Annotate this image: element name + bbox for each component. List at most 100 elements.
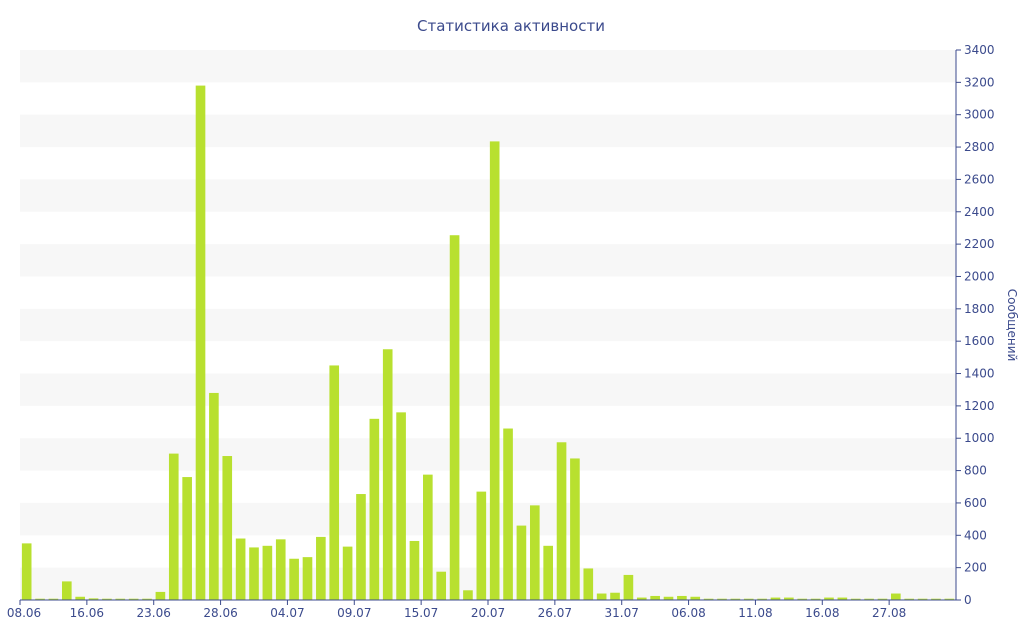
- bar: [690, 596, 701, 600]
- bar: [463, 590, 473, 600]
- y-tick-label: 1600: [964, 334, 995, 348]
- bar: [837, 597, 848, 600]
- y-tick-label: 2200: [964, 237, 995, 251]
- y-tick-label: 2800: [964, 140, 995, 154]
- bar: [262, 545, 273, 600]
- chart-title: Статистика активности: [417, 17, 605, 35]
- bar: [877, 598, 888, 600]
- x-tick-label: 31.07: [605, 606, 639, 620]
- bar: [249, 547, 259, 600]
- x-tick-label: 20.07: [471, 606, 505, 620]
- x-tick-label: 16.08: [805, 606, 839, 620]
- bar: [944, 598, 955, 600]
- y-tick-label: 3000: [964, 108, 995, 122]
- bar: [850, 598, 861, 600]
- bar: [663, 596, 674, 600]
- bar: [556, 442, 567, 600]
- bar: [195, 85, 206, 601]
- bar: [316, 536, 326, 600]
- bar: [583, 568, 594, 600]
- x-tick-label: 06.08: [671, 606, 705, 620]
- bar: [784, 597, 794, 600]
- y-tick-label: 200: [964, 561, 987, 575]
- bar: [904, 598, 915, 600]
- bar: [409, 540, 420, 600]
- grid-bands: [20, 50, 956, 600]
- bar: [891, 593, 901, 600]
- bar: [489, 141, 500, 600]
- bar: [730, 598, 741, 600]
- bar: [476, 491, 487, 600]
- bar: [142, 598, 152, 600]
- y-tick-label: 1400: [964, 367, 995, 381]
- x-tick-label: 15.07: [404, 606, 438, 620]
- bar: [864, 598, 874, 600]
- bar: [356, 494, 366, 600]
- bar: [182, 477, 192, 600]
- y-tick-label: 2000: [964, 269, 995, 283]
- x-tick-label: 08.06: [7, 606, 41, 620]
- bar: [369, 418, 380, 600]
- bar: [342, 546, 353, 600]
- bars: [21, 85, 955, 601]
- bar: [235, 538, 246, 600]
- bar: [222, 456, 233, 600]
- bar: [275, 539, 286, 600]
- bar: [75, 596, 85, 600]
- bar: [155, 591, 166, 600]
- y-tick-label: 2400: [964, 205, 995, 219]
- bar: [48, 598, 59, 600]
- x-tick-label: 16.06: [70, 606, 104, 620]
- bar: [503, 428, 513, 600]
- grid-band: [20, 502, 956, 536]
- x-tick-label: 27.08: [872, 606, 906, 620]
- bar: [529, 505, 540, 600]
- bar: [423, 474, 433, 600]
- bar: [623, 574, 634, 600]
- grid-band: [20, 244, 956, 277]
- bar: [128, 598, 139, 600]
- bar: [636, 597, 647, 600]
- y-tick-label: 1800: [964, 302, 995, 316]
- grid-band: [20, 308, 956, 342]
- y-tick-label: 1000: [964, 431, 995, 445]
- y-axis-ticks: 0 200 400 600 800 1000 1200 1400 1600 1800 2000 220…: [956, 43, 995, 607]
- x-tick-label: 28.06: [203, 606, 237, 620]
- bar: [610, 592, 620, 600]
- bar: [88, 598, 99, 600]
- y-axis-title: Сообщений: [1005, 289, 1019, 362]
- grid-band: [20, 438, 956, 471]
- bar: [797, 598, 808, 600]
- bar: [650, 595, 660, 600]
- bar: [35, 598, 45, 600]
- x-tick-label: 26.07: [538, 606, 572, 620]
- x-tick-label: 04.07: [270, 606, 304, 620]
- bar: [570, 458, 580, 600]
- bar: [596, 593, 607, 600]
- y-tick-label: 3400: [964, 43, 995, 57]
- bar: [717, 598, 727, 600]
- bar: [917, 598, 928, 600]
- y-tick-label: 3200: [964, 75, 995, 89]
- y-tick-label: 600: [964, 496, 987, 510]
- x-tick-label: 09.07: [337, 606, 371, 620]
- bar: [329, 365, 340, 600]
- x-tick-label: 11.08: [738, 606, 772, 620]
- bar: [115, 598, 126, 600]
- bar: [757, 598, 767, 600]
- bar: [436, 571, 447, 600]
- bar: [21, 543, 32, 600]
- bar: [289, 558, 299, 600]
- bar: [396, 412, 406, 600]
- y-tick-label: 400: [964, 528, 987, 542]
- grid-band: [20, 50, 956, 83]
- bar: [543, 545, 553, 600]
- bar: [931, 598, 941, 600]
- grid-band: [20, 114, 956, 148]
- grid-band: [20, 179, 956, 212]
- bar: [61, 581, 72, 600]
- bar: [302, 557, 313, 600]
- bar: [677, 595, 687, 600]
- bar: [102, 598, 112, 600]
